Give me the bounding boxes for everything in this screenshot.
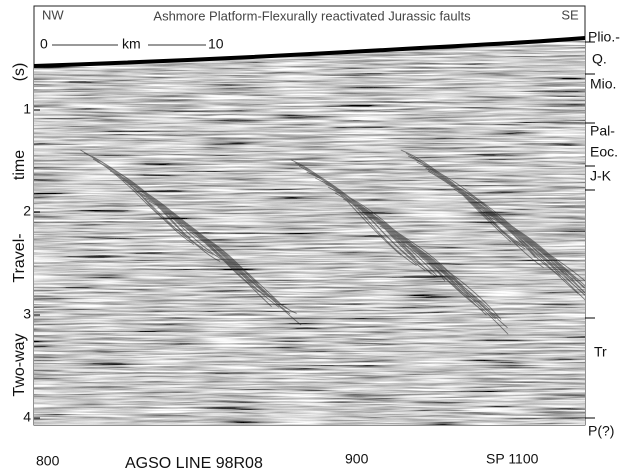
reflector [450,185,562,277]
reflector [390,234,502,320]
reflector [103,164,214,255]
y-axis-label: Travel- [11,233,28,282]
y-tick-label: 1 [23,101,31,117]
y-tick-label: 4 [23,409,31,425]
horizon-label: Mio. [590,76,616,92]
x-axis: 800 AGSO LINE 98R08 900 SP 1100 [36,451,539,473]
reflections [34,38,585,425]
y-axis: 1 2 3 4 (s) time Travel- Two-way [11,63,40,425]
horizon-label: Eoc. [590,144,618,160]
reflector [190,230,302,326]
line-caption: AGSO LINE 98R08 [125,455,263,472]
x-tick-label: 800 [36,453,60,469]
scale-unit: km [122,36,141,52]
reflector [157,206,268,297]
reflector [373,219,484,312]
reflector [397,240,509,335]
y-axis-label: time [11,150,28,180]
seafloor [33,36,586,68]
scale-end: 10 [208,36,224,52]
reflector [176,221,287,309]
reflector [172,218,284,307]
y-axis-label: Two-way [11,333,28,396]
figure-title: Ashmore Platform-Flexurally reactivated … [153,8,471,23]
horizon-label: Plio.- [588,29,620,45]
y-tick-label: 2 [23,203,31,219]
horizon-labels: Plio.- Q. Mio. Pal- Eoc. J-K Tr P(?) [585,29,620,439]
reflector [306,171,417,267]
x-tick-label: SP 1100 [486,451,539,467]
direction-right: SE [561,7,579,22]
reflector [397,237,508,329]
horizon-label: Q. [592,51,607,67]
horizon-label: Pal- [590,123,615,139]
scale-start: 0 [40,36,48,52]
x-tick-label: 900 [345,451,369,467]
dipping-reflectors [80,149,585,335]
y-tick-label: 3 [23,306,31,322]
horizon-label: J-K [590,168,612,184]
reflector [498,221,585,311]
seismic-section [34,38,585,425]
reflector [511,230,585,327]
reflector [186,227,297,314]
reflector [109,170,221,262]
reflector [376,222,487,316]
reflector [291,159,402,256]
horizon-label: Tr [594,344,607,360]
reflector [327,186,439,278]
direction-left: NW [42,7,64,22]
horizon-label: P(?) [588,423,614,439]
y-axis-label: (s) [11,63,28,82]
